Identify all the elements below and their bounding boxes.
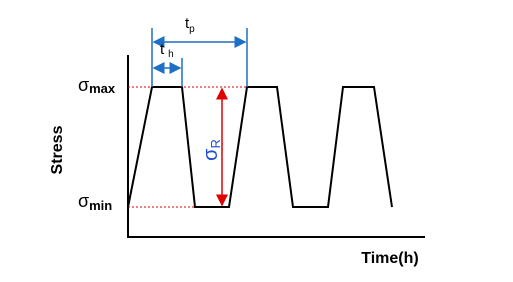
tp-label: tp	[185, 15, 195, 35]
range-label: σR	[200, 139, 223, 161]
y-axis-label: Stress	[49, 125, 66, 174]
axes	[127, 55, 425, 238]
max-label: σmax	[78, 75, 116, 97]
waveform	[127, 86, 393, 208]
min-label: σmin	[78, 191, 112, 214]
dimensions	[151, 28, 248, 87]
x-axis-label: Time(h)	[361, 250, 418, 267]
